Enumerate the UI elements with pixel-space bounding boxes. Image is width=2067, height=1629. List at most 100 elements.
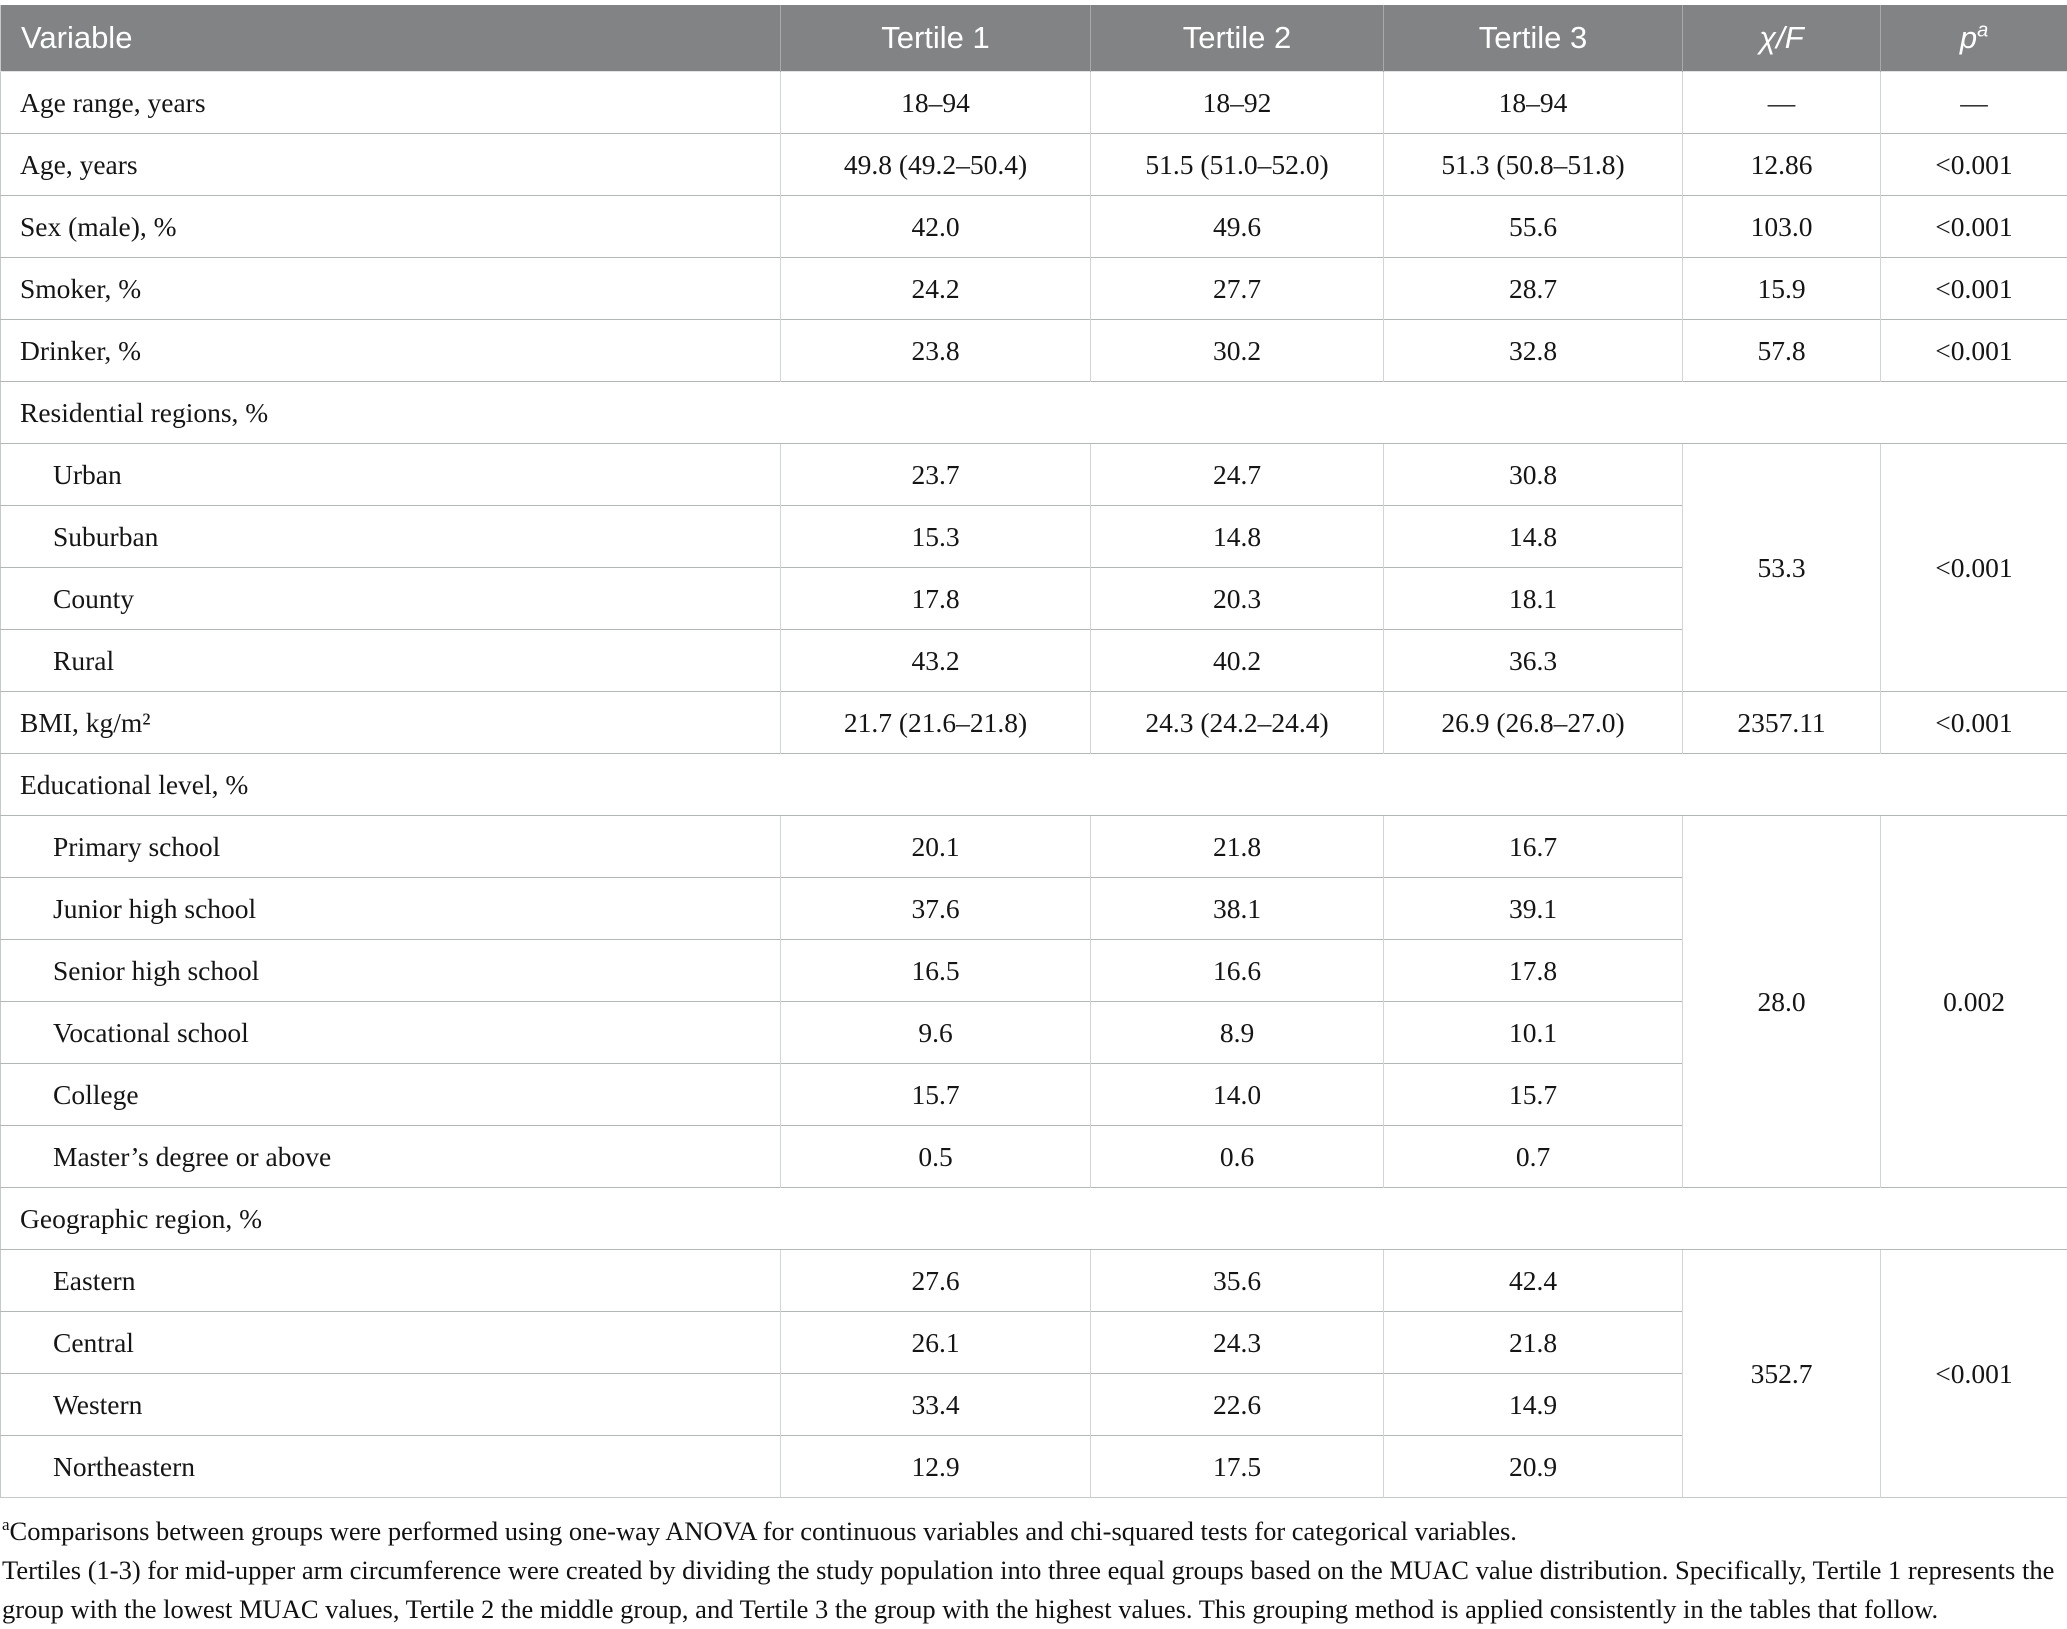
tertile-1-value-cell: 37.6	[781, 878, 1091, 940]
section-label-cell: Educational level, %	[1, 754, 2067, 816]
tertile-3-value-cell: 14.8	[1384, 506, 1683, 568]
tertile-2-value-cell: 14.0	[1091, 1064, 1384, 1126]
tertile-2-value-cell: 30.2	[1091, 320, 1384, 382]
row-label-cell: County	[1, 568, 781, 630]
tertile-2-value-cell: 17.5	[1091, 1436, 1384, 1498]
tertile-2-value-cell: 20.3	[1091, 568, 1384, 630]
tertile-3-value-cell: 30.8	[1384, 444, 1683, 506]
tertile-2-value-cell: 40.2	[1091, 630, 1384, 692]
row-label-cell: Senior high school	[1, 940, 781, 1002]
p-value-cell: 0.002	[1881, 816, 2067, 1188]
footnote-a: aComparisons between groups were perform…	[2, 1512, 2063, 1551]
tertile-3-value-cell: 18–94	[1384, 72, 1683, 134]
column-header-p: pa	[1881, 5, 2067, 72]
tertile-3-value-cell: 42.4	[1384, 1250, 1683, 1312]
tertile-3-value-cell: 16.7	[1384, 816, 1683, 878]
row-label-cell: BMI, kg/m²	[1, 692, 781, 754]
row-label-cell: Drinker, %	[1, 320, 781, 382]
tertile-1-value-cell: 18–94	[781, 72, 1091, 134]
p-value-cell: <0.001	[1881, 134, 2067, 196]
tertile-3-value-cell: 36.3	[1384, 630, 1683, 692]
section-row: Residential regions, %	[1, 382, 2067, 444]
tertile-3-value-cell: 51.3 (50.8–51.8)	[1384, 134, 1683, 196]
chi-f-value-cell: 12.86	[1683, 134, 1881, 196]
tertile-1-value-cell: 15.7	[781, 1064, 1091, 1126]
p-value-cell: <0.001	[1881, 444, 2067, 692]
tertile-3-value-cell: 14.9	[1384, 1374, 1683, 1436]
p-superscript: a	[1977, 20, 1988, 42]
tertile-1-value-cell: 43.2	[781, 630, 1091, 692]
chi-f-value-cell: 352.7	[1683, 1250, 1881, 1498]
chi-f-value-cell: 2357.11	[1683, 692, 1881, 754]
tertile-1-value-cell: 26.1	[781, 1312, 1091, 1374]
row-label-cell: Age, years	[1, 134, 781, 196]
tertile-1-value-cell: 15.3	[781, 506, 1091, 568]
section-row: Geographic region, %	[1, 1188, 2067, 1250]
tertile-3-value-cell: 10.1	[1384, 1002, 1683, 1064]
tertile-2-value-cell: 0.6	[1091, 1126, 1384, 1188]
chi-f-value-cell: 53.3	[1683, 444, 1881, 692]
tertile-2-value-cell: 49.6	[1091, 196, 1384, 258]
tertile-3-value-cell: 26.9 (26.8–27.0)	[1384, 692, 1683, 754]
footnote-tertiles: Tertiles (1-3) for mid-upper arm circumf…	[2, 1551, 2063, 1629]
tertile-3-value-cell: 20.9	[1384, 1436, 1683, 1498]
tertile-3-value-cell: 17.8	[1384, 940, 1683, 1002]
tertile-1-value-cell: 0.5	[781, 1126, 1091, 1188]
table-header-row: Variable Tertile 1 Tertile 2 Tertile 3 χ…	[1, 5, 2067, 72]
tertile-1-value-cell: 27.6	[781, 1250, 1091, 1312]
tertile-1-value-cell: 23.8	[781, 320, 1091, 382]
footnote-a-text: Comparisons between groups were performe…	[10, 1516, 1517, 1546]
row-label-cell: Rural	[1, 630, 781, 692]
tertile-2-value-cell: 24.3	[1091, 1312, 1384, 1374]
row-label-cell: Primary school	[1, 816, 781, 878]
tertile-1-value-cell: 24.2	[781, 258, 1091, 320]
tertile-2-value-cell: 24.7	[1091, 444, 1384, 506]
p-value-cell: <0.001	[1881, 1250, 2067, 1498]
row-label-cell: Western	[1, 1374, 781, 1436]
tertile-1-value-cell: 20.1	[781, 816, 1091, 878]
column-header-tertile-2: Tertile 2	[1091, 5, 1384, 72]
tertile-1-value-cell: 49.8 (49.2–50.4)	[781, 134, 1091, 196]
p-value-cell: <0.001	[1881, 258, 2067, 320]
tertile-2-value-cell: 14.8	[1091, 506, 1384, 568]
tertile-1-value-cell: 42.0	[781, 196, 1091, 258]
row-label-cell: Urban	[1, 444, 781, 506]
tertile-2-value-cell: 16.6	[1091, 940, 1384, 1002]
tertile-2-value-cell: 24.3 (24.2–24.4)	[1091, 692, 1384, 754]
tertile-3-value-cell: 21.8	[1384, 1312, 1683, 1374]
tertile-1-value-cell: 16.5	[781, 940, 1091, 1002]
row-label-cell: Age range, years	[1, 72, 781, 134]
chi-f-label: χ/F	[1759, 20, 1803, 55]
row-label-cell: Northeastern	[1, 1436, 781, 1498]
p-label: p	[1960, 20, 1977, 55]
tertile-1-value-cell: 21.7 (21.6–21.8)	[781, 692, 1091, 754]
row-label-cell: Smoker, %	[1, 258, 781, 320]
tertile-2-value-cell: 27.7	[1091, 258, 1384, 320]
tertile-2-value-cell: 38.1	[1091, 878, 1384, 940]
chi-f-value-cell: 103.0	[1683, 196, 1881, 258]
p-value-cell: —	[1881, 72, 2067, 134]
column-header-tertile-3: Tertile 3	[1384, 5, 1683, 72]
row-label-cell: Suburban	[1, 506, 781, 568]
tertile-1-value-cell: 17.8	[781, 568, 1091, 630]
row-label-cell: Junior high school	[1, 878, 781, 940]
tertile-1-value-cell: 33.4	[781, 1374, 1091, 1436]
chi-f-value-cell: 57.8	[1683, 320, 1881, 382]
chi-f-value-cell: 28.0	[1683, 816, 1881, 1188]
tertile-3-value-cell: 39.1	[1384, 878, 1683, 940]
p-value-cell: <0.001	[1881, 196, 2067, 258]
chi-f-value-cell: 15.9	[1683, 258, 1881, 320]
row-label-cell: College	[1, 1064, 781, 1126]
tertile-2-value-cell: 8.9	[1091, 1002, 1384, 1064]
tertile-3-value-cell: 18.1	[1384, 568, 1683, 630]
